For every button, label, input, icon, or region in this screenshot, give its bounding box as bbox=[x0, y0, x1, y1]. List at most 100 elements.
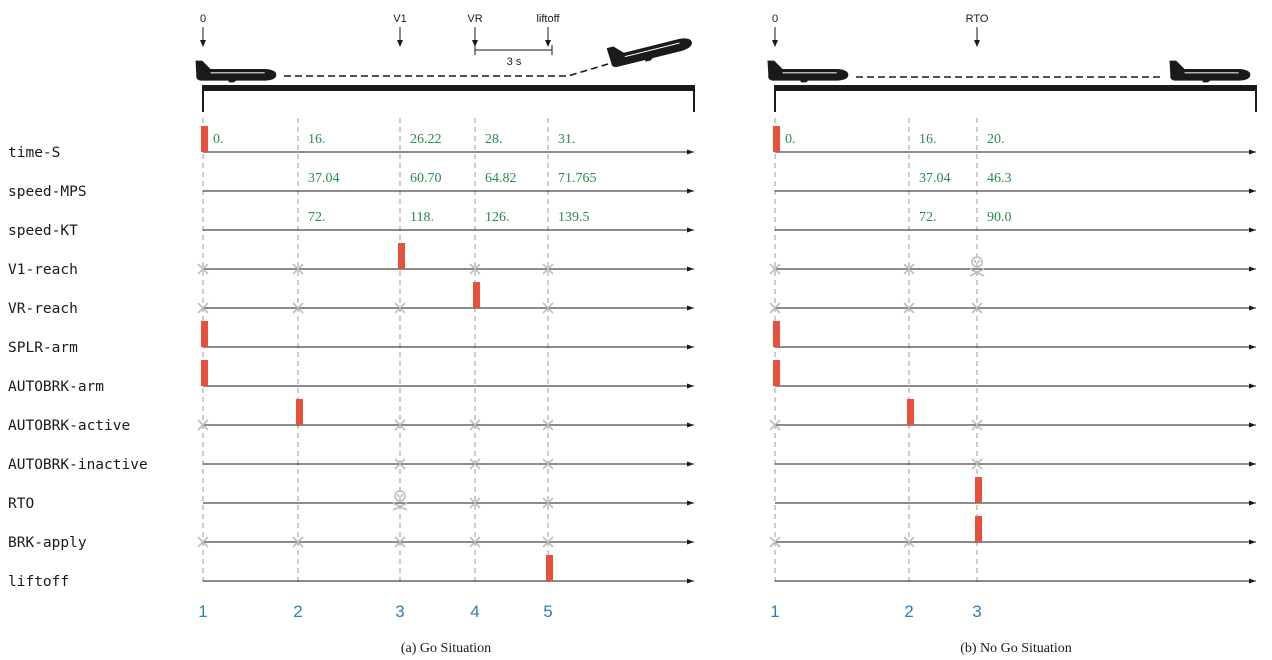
cross-mark bbox=[542, 536, 554, 548]
runway bbox=[202, 85, 695, 91]
event-bar-brk-apply bbox=[975, 516, 982, 542]
cross-mark bbox=[394, 458, 406, 470]
event-bar-splr-arm bbox=[773, 321, 780, 347]
cross-mark bbox=[903, 302, 915, 314]
cross-mark bbox=[469, 419, 481, 431]
value-speed-kt: 90.0 bbox=[987, 210, 1012, 225]
cross-mark bbox=[903, 536, 915, 548]
value-time-s: 16. bbox=[308, 132, 326, 147]
cross-mark bbox=[769, 302, 781, 314]
row-label-autobrk-inactive: AUTOBRK-inactive bbox=[8, 457, 148, 473]
interval-label: 3 s bbox=[507, 56, 522, 68]
airplane-icon bbox=[767, 60, 849, 83]
cross-mark bbox=[469, 458, 481, 470]
runway bbox=[774, 85, 1257, 91]
panel-caption: (b) No Go Situation bbox=[960, 641, 1072, 656]
row-label-splr-arm: SPLR-arm bbox=[8, 340, 78, 356]
row-label-speed-kt: speed-KT bbox=[8, 223, 78, 239]
cross-mark bbox=[197, 263, 209, 275]
value-speed-mps: 37.04 bbox=[919, 171, 951, 186]
cross-mark bbox=[903, 263, 915, 275]
panel-no-go-situation: 0 RTO 0. 16. 20. 37.04 46.3 72. 90.0 1 2 3 (b) No … bbox=[767, 13, 1257, 656]
top-marker-v1: V1 bbox=[393, 13, 407, 47]
top-markers: 0 RTO bbox=[772, 13, 989, 47]
value-time-s: 26.22 bbox=[410, 132, 442, 147]
value-time-s: 20. bbox=[987, 132, 1005, 147]
cross-mark bbox=[469, 536, 481, 548]
event-bar-autobrk-active bbox=[907, 399, 914, 425]
cross-mark bbox=[394, 302, 406, 314]
value-speed-mps: 64.82 bbox=[485, 171, 517, 186]
row-label-vr-reach: VR-reach bbox=[8, 301, 78, 317]
event-grid: 0. 16. 20. 37.04 46.3 72. 90.0 1 2 3 bbox=[769, 118, 1256, 621]
cross-mark bbox=[971, 302, 983, 314]
svg-text:0: 0 bbox=[772, 13, 778, 25]
row-label-autobrk-active: AUTOBRK-active bbox=[8, 418, 130, 434]
skull-icon bbox=[392, 490, 408, 511]
event-number: 2 bbox=[293, 602, 302, 621]
cross-mark bbox=[769, 263, 781, 275]
svg-text:0: 0 bbox=[200, 13, 206, 25]
cross-mark bbox=[971, 419, 983, 431]
cross-mark bbox=[469, 263, 481, 275]
row-label-autobrk-arm: AUTOBRK-arm bbox=[8, 379, 104, 395]
cross-mark bbox=[542, 263, 554, 275]
value-time-s: 28. bbox=[485, 132, 503, 147]
skull-icon bbox=[969, 256, 985, 277]
top-marker-0: 0 bbox=[772, 13, 778, 47]
svg-text:RTO: RTO bbox=[966, 13, 989, 25]
panel-go-situation: 3 s 0 V1 VR liftoff 0. 16. 26.22 28. 31. 37.04 60… bbox=[195, 13, 695, 656]
event-grid: 0. 16. 26.22 28. 31. 37.04 60.70 64.82 71.765 72.… bbox=[197, 118, 694, 621]
cross-mark bbox=[542, 302, 554, 314]
panel-caption: (a) Go Situation bbox=[401, 641, 491, 656]
cross-mark bbox=[469, 497, 481, 509]
top-markers: 0 V1 VR liftoff bbox=[200, 13, 560, 47]
row-label-brk-apply: BRK-apply bbox=[8, 535, 87, 551]
row-label-time-s: time-S bbox=[8, 145, 60, 161]
top-marker-vr: VR bbox=[467, 13, 483, 47]
cross-mark bbox=[197, 302, 209, 314]
cross-mark bbox=[769, 419, 781, 431]
event-number: 1 bbox=[770, 602, 779, 621]
value-time-s: 16. bbox=[919, 132, 937, 147]
svg-text:V1: V1 bbox=[393, 13, 406, 25]
event-bar-time-s bbox=[773, 126, 780, 152]
event-number: 2 bbox=[904, 602, 913, 621]
row-labels: time-S speed-MPS speed-KT V1-reach VR-reach S… bbox=[8, 145, 148, 590]
value-speed-mps: 71.765 bbox=[558, 171, 597, 186]
svg-text:VR: VR bbox=[467, 13, 482, 25]
event-bar-v1-reach bbox=[398, 243, 405, 269]
event-number: 5 bbox=[543, 602, 552, 621]
event-number: 1 bbox=[198, 602, 207, 621]
event-number: 3 bbox=[972, 602, 981, 621]
value-time-s: 31. bbox=[558, 132, 576, 147]
value-speed-mps: 37.04 bbox=[308, 171, 340, 186]
row-label-liftoff: liftoff bbox=[8, 574, 69, 590]
top-marker-liftoff: liftoff bbox=[536, 13, 560, 47]
value-speed-mps: 46.3 bbox=[987, 171, 1012, 186]
airplane-icon bbox=[195, 60, 277, 83]
value-speed-kt: 118. bbox=[410, 210, 434, 225]
cross-mark bbox=[394, 419, 406, 431]
top-marker-rto: RTO bbox=[966, 13, 989, 47]
row-label-v1-reach: V1-reach bbox=[8, 262, 78, 278]
event-bar-splr-arm bbox=[201, 321, 208, 347]
value-speed-kt: 139.5 bbox=[558, 210, 590, 225]
event-bar-vr-reach bbox=[473, 282, 480, 308]
stopped-airplane-icon bbox=[1169, 60, 1251, 83]
event-number: 3 bbox=[395, 602, 404, 621]
row-label-rto: RTO bbox=[8, 496, 34, 512]
event-bar-time-s bbox=[201, 126, 208, 152]
cross-mark bbox=[542, 419, 554, 431]
event-bar-liftoff bbox=[546, 555, 553, 581]
event-bar-autobrk-arm bbox=[201, 360, 208, 386]
value-time-s: 0. bbox=[213, 132, 224, 147]
value-speed-kt: 72. bbox=[919, 210, 937, 225]
cross-mark bbox=[542, 497, 554, 509]
event-bar-autobrk-arm bbox=[773, 360, 780, 386]
cross-mark bbox=[292, 536, 304, 548]
value-speed-kt: 126. bbox=[485, 210, 510, 225]
cross-mark bbox=[197, 419, 209, 431]
event-bar-autobrk-active bbox=[296, 399, 303, 425]
cross-mark bbox=[769, 536, 781, 548]
